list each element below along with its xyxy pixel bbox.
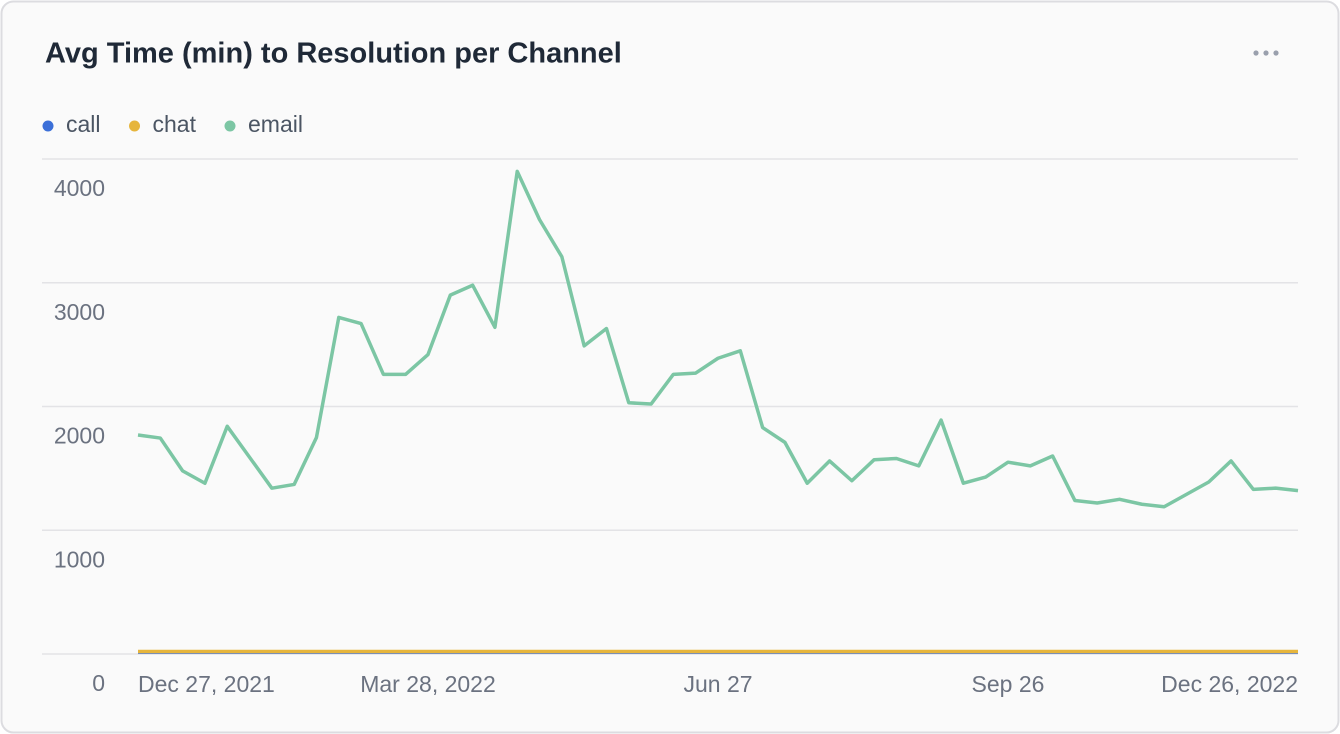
legend-label: email [248,111,303,137]
legend-swatch [42,120,54,132]
line-series [137,169,1299,509]
y-tick-label: 2000 [54,423,105,449]
menu-dot [1273,50,1279,56]
legend-label: call [66,111,101,137]
x-tick-label: Mar 28, 2022 [360,671,496,697]
plot [137,169,1299,654]
chart-title: Avg Time (min) to Resolution per Channel [45,38,622,70]
x-tick-label: Dec 27, 2021 [138,671,275,697]
legend: call chat email [42,111,303,137]
legend-swatch [129,120,141,132]
legend-label: chat [153,111,197,137]
y-tick-label: 0 [92,670,105,696]
y-tick-label: 3000 [54,299,105,325]
x-tick-label: Jun 27 [683,671,752,697]
y-tick-label: 1000 [54,546,105,572]
more-menu[interactable] [1253,50,1279,56]
x-tick-label: Sep 26 [972,671,1045,697]
x-tick-label: Dec 26, 2022 [1161,671,1298,697]
menu-dot [1253,50,1259,56]
legend-swatch [224,120,236,132]
y-tick-label: 4000 [54,175,105,201]
grid: 0 1000 2000 3000 4000 Dec 27, 2021 Mar 28, 202… [42,158,1298,697]
menu-dot [1263,50,1269,56]
